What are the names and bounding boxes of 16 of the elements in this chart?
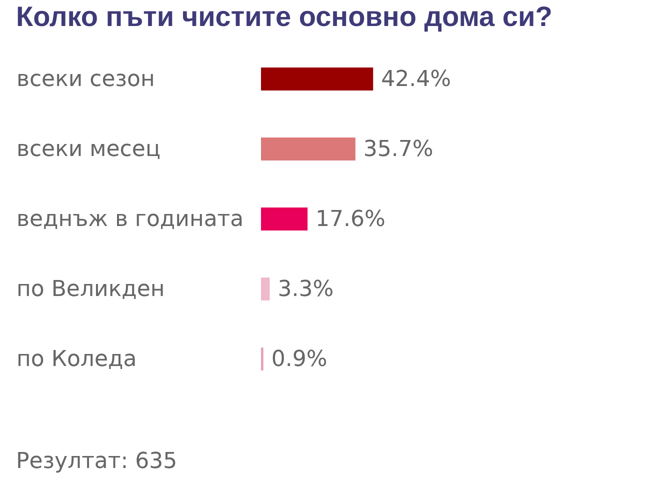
data-label: 42.4% [381, 67, 452, 92]
y-tick-label: всеки сезон [16, 67, 155, 92]
bar [261, 138, 356, 160]
y-tick-label: веднъж в годината [16, 207, 244, 232]
chart-title: Колко пъти чистите основно дома си? [16, 1, 552, 32]
y-tick-label: по Великден [16, 277, 165, 302]
bar [261, 278, 270, 300]
text: Резултат: 635 [16, 449, 178, 474]
data-label: 35.7% [363, 137, 434, 162]
bar [261, 68, 374, 90]
bar [261, 208, 308, 230]
data-label: 17.6% [316, 207, 386, 232]
y-tick-label: по Коледа [16, 347, 137, 372]
data-label: 3.3% [278, 277, 334, 302]
y-tick-label: всеки месец [16, 137, 160, 162]
data-label: 0.9% [271, 347, 328, 372]
